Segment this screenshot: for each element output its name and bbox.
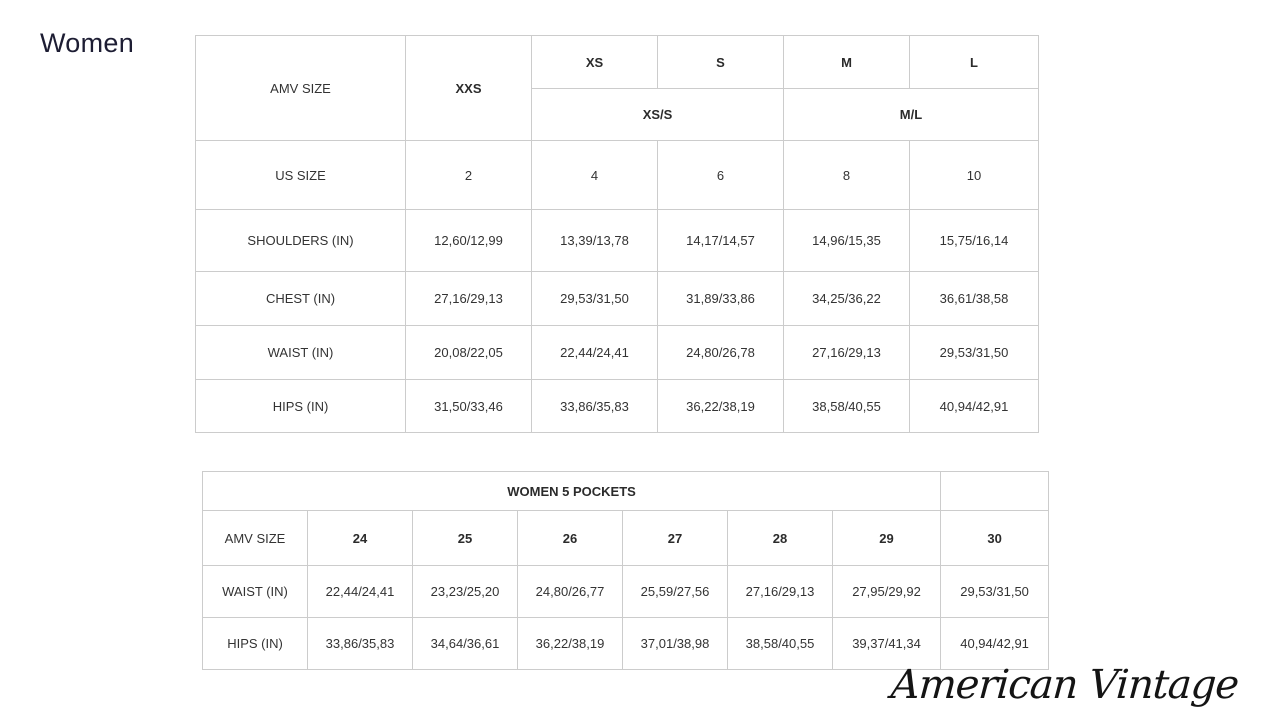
size-header-26: 26 [517, 510, 623, 566]
cell-value: 29,53/31,50 [909, 325, 1039, 380]
cell-value: 37,01/38,98 [622, 617, 728, 670]
cell-value: 27,16/29,13 [405, 271, 532, 326]
cell-value: 40,94/42,91 [909, 379, 1039, 433]
size-header-24: 24 [307, 510, 413, 566]
size-header-l: L [909, 35, 1039, 89]
cell-value: 29,53/31,50 [531, 271, 658, 326]
group-header-xs-s: XS/S [531, 88, 784, 141]
group-header-m-l: M/L [783, 88, 1039, 141]
cell-value: 38,58/40,55 [783, 379, 910, 433]
table-row: WAIST (IN) 22,44/24,41 23,23/25,20 24,80… [202, 565, 1050, 618]
size-header-30: 30 [940, 510, 1050, 566]
table-row: CHEST (IN) 27,16/29,13 29,53/31,50 31,89… [195, 271, 1039, 326]
cell-value: 14,96/15,35 [783, 209, 910, 272]
cell-value: 33,86/35,83 [307, 617, 413, 670]
cell-value: 24,80/26,78 [657, 325, 784, 380]
cell-value: 25,59/27,56 [622, 565, 728, 618]
cell-value: 34,64/36,61 [412, 617, 518, 670]
cell-value: 31,50/33,46 [405, 379, 532, 433]
cell-value: 20,08/22,05 [405, 325, 532, 380]
cell-value: 38,58/40,55 [727, 617, 833, 670]
page-title: Women [40, 28, 135, 58]
size-header-xxs: XXS [405, 35, 532, 141]
cell-value: 14,17/14,57 [657, 209, 784, 272]
cell-value: 36,22/38,19 [657, 379, 784, 433]
size-header-m: M [783, 35, 910, 89]
table-row: HIPS (IN) 33,86/35,83 34,64/36,61 36,22/… [202, 617, 1050, 670]
row-label-waist: WAIST (IN) [202, 565, 308, 618]
table-row: SHOULDERS (IN) 12,60/12,99 13,39/13,78 1… [195, 209, 1039, 272]
pockets-corner-label: AMV SIZE [202, 510, 308, 566]
size-header-28: 28 [727, 510, 833, 566]
cell-value: 27,95/29,92 [831, 565, 942, 618]
cell-value: 12,60/12,99 [405, 209, 532, 272]
women-5-pockets-table: WOMEN 5 POCKETS AMV SIZE 24 25 26 27 28 … [201, 471, 1050, 670]
size-header-25: 25 [412, 510, 518, 566]
cell-value: 34,25/36,22 [783, 271, 910, 326]
cell-value: 22,44/24,41 [307, 565, 413, 618]
cell-value: 36,22/38,19 [517, 617, 623, 670]
size-header-xs: XS [531, 35, 658, 89]
cell-value: 22,44/24,41 [531, 325, 658, 380]
row-label-waist: WAIST (IN) [195, 325, 406, 380]
size-header-29: 29 [831, 510, 942, 566]
row-label-us-size: US SIZE [195, 140, 406, 210]
row-label-hips: HIPS (IN) [195, 379, 406, 433]
table-row: HIPS (IN) 31,50/33,46 33,86/35,83 36,22/… [195, 379, 1039, 433]
cell-value: 23,23/25,20 [412, 565, 518, 618]
empty-header-cell [940, 471, 1050, 511]
row-label-chest: CHEST (IN) [195, 271, 406, 326]
cell-value: 40,94/42,91 [940, 617, 1050, 670]
cell-value: 39,37/41,34 [831, 617, 942, 670]
cell-value: 24,80/26,77 [517, 565, 623, 618]
cell-value: 13,39/13,78 [531, 209, 658, 272]
cell-value: 4 [531, 140, 658, 210]
cell-value: 27,16/29,13 [727, 565, 833, 618]
tops-corner-label: AMV SIZE [195, 35, 406, 141]
table-row: US SIZE 2 4 6 8 10 [195, 140, 1039, 210]
cell-value: 8 [783, 140, 910, 210]
row-label-shoulders: SHOULDERS (IN) [195, 209, 406, 272]
cell-value: 36,61/38,58 [909, 271, 1039, 326]
size-header-s: S [657, 35, 784, 89]
pockets-table-title: WOMEN 5 POCKETS [201, 471, 942, 511]
cell-value: 29,53/31,50 [940, 565, 1050, 618]
cell-value: 10 [909, 140, 1039, 210]
size-header-27: 27 [622, 510, 728, 566]
row-label-hips: HIPS (IN) [202, 617, 308, 670]
cell-value: 31,89/33,86 [657, 271, 784, 326]
cell-value: 27,16/29,13 [783, 325, 910, 380]
table-row: WAIST (IN) 20,08/22,05 22,44/24,41 24,80… [195, 325, 1039, 380]
american-vintage-logo: American Vintage [889, 662, 1240, 708]
cell-value: 33,86/35,83 [531, 379, 658, 433]
cell-value: 2 [405, 140, 532, 210]
cell-value: 15,75/16,14 [909, 209, 1039, 272]
table-row: AMV SIZE 24 25 26 27 28 29 30 [202, 510, 1050, 566]
women-tops-size-table: AMV SIZE XXS XS S M L XS/S M/L US SIZE 2… [195, 35, 1039, 433]
cell-value: 6 [657, 140, 784, 210]
